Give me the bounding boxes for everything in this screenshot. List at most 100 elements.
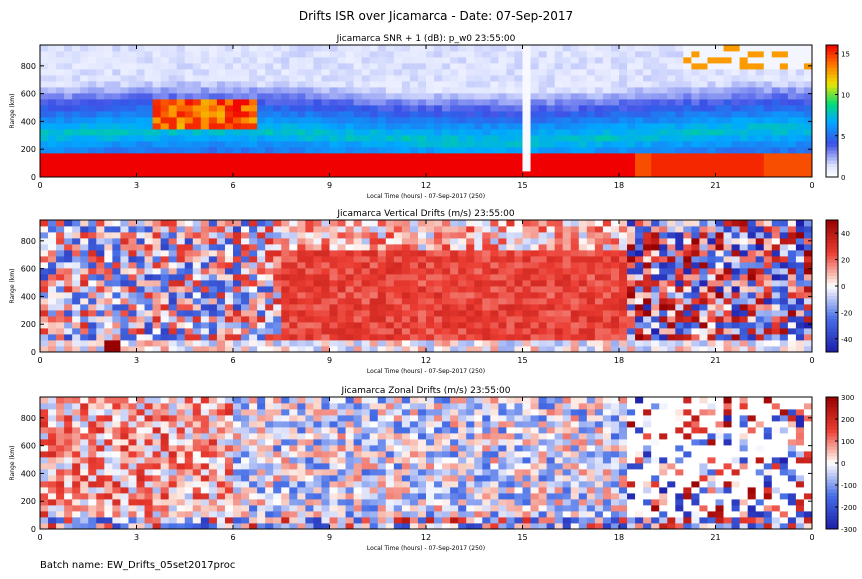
colorbar-tick-label: 5 [841,133,845,141]
colorbar-step [826,286,838,290]
colorbar-step [826,345,838,350]
colorbar-step [826,338,838,343]
colorbar-step [826,302,838,307]
colorbar-step [826,400,838,404]
colorbar-tick-label: 0 [841,174,845,182]
colorbar-step [826,45,838,49]
y-tick-label: 200 [21,145,36,154]
colorbar-step [826,167,838,171]
colorbar-step [826,107,838,112]
colorbar-step [826,253,838,257]
colorbar-step [826,403,838,408]
colorbar-step [826,443,838,447]
colorbar-step [826,420,838,424]
colorbar-step [826,522,838,527]
colorbar-step [826,137,838,142]
colorbar-tick-label: 0 [841,283,845,291]
colorbar-step [826,319,838,323]
x-tick-label: 15 [517,181,527,190]
colorbar-step [826,453,838,457]
x-tick-label: 3 [134,181,139,190]
x-tick-label: 18 [614,181,624,190]
colorbar-step [826,456,838,461]
colorbar-step [826,256,838,260]
colorbar-tick-label: 0 [841,460,845,468]
batch-name: Batch name: EW_Drifts_05set2017proc [40,560,236,571]
colorbar-step [826,48,838,52]
colorbar-step [826,111,838,115]
x-tick-label: 9 [327,356,332,365]
colorbar-step [826,269,838,274]
x-tick-label: 15 [517,356,527,365]
colorbar-tick-label: 20 [841,257,850,265]
colorbar-frame [825,44,839,178]
colorbar-step [826,295,838,300]
colorbar-step [826,525,838,530]
colorbar-step [826,430,838,434]
x-tick-label: 21 [710,181,720,190]
colorbar-step [826,239,838,244]
colorbar-step [826,229,838,234]
colorbar-step [826,416,838,421]
colorbar-step [826,328,838,333]
colorbar-step [826,315,838,320]
colorbar-step [826,479,838,484]
x-tick-label: 12 [421,181,431,190]
y-tick-label: 0 [31,348,36,357]
colorbar-step [826,144,838,148]
colorbar-step [826,433,838,437]
colorbar-step [826,332,838,336]
x-tick-label: 0 [809,356,814,365]
colorbar-step [826,499,838,503]
y-tick-label: 600 [21,265,36,274]
colorbar-step [826,309,838,313]
colorbar-step [826,423,838,428]
colorbar-step [826,173,838,178]
colorbar-step [826,446,838,451]
colorbar-step [826,147,838,151]
heatmap-cells [40,220,813,353]
chart-panel-2: Jicamarca Vertical Drifts (m/s) 23:55:00… [9,209,852,375]
colorbar-step [826,157,838,161]
colorbar-step [826,226,838,231]
heatmap-cells [40,397,813,530]
colorbar-step [826,512,838,517]
colorbar-step [826,51,838,56]
figure-title: Drifts ISR over Jicamarca - Date: 07-Sep… [299,9,573,23]
colorbar-step [826,81,838,85]
colorbar-step [826,233,838,237]
colorbar-step [826,492,838,497]
colorbar-tick-label: 10 [841,92,850,100]
colorbar-tick-label: 100 [841,438,854,446]
y-tick-label: 400 [21,469,36,478]
colorbar-step [826,413,838,418]
x-tick-label: 0 [37,356,42,365]
colorbar-step [826,279,838,284]
x-axis-label: Local Time (hours) - 07-Sep-2017 (250) [367,545,485,552]
colorbar-step [826,104,838,109]
colorbar-step [826,134,838,138]
x-tick-label: 6 [230,533,235,542]
colorbar-step [826,466,838,470]
colorbar-step [826,114,838,118]
colorbar-step [826,262,838,267]
colorbar-step [826,61,838,66]
colorbar-step [826,282,838,287]
colorbar-step [826,305,838,310]
colorbar-step [826,74,838,79]
colorbar-step [826,71,838,76]
colorbar-step [826,272,838,277]
colorbar-step [826,153,838,158]
colorbar-step [826,439,838,444]
colorbar-tick-label: 300 [841,394,854,402]
colorbar-step [826,58,838,62]
colorbar-step [826,463,838,467]
colorbar-step [826,509,838,513]
colorbar-step [826,496,838,500]
x-tick-label: 0 [809,181,814,190]
colorbar-step [826,117,838,122]
colorbar-step [826,486,838,490]
colorbar-step [826,335,838,340]
colorbar-step [826,397,838,401]
